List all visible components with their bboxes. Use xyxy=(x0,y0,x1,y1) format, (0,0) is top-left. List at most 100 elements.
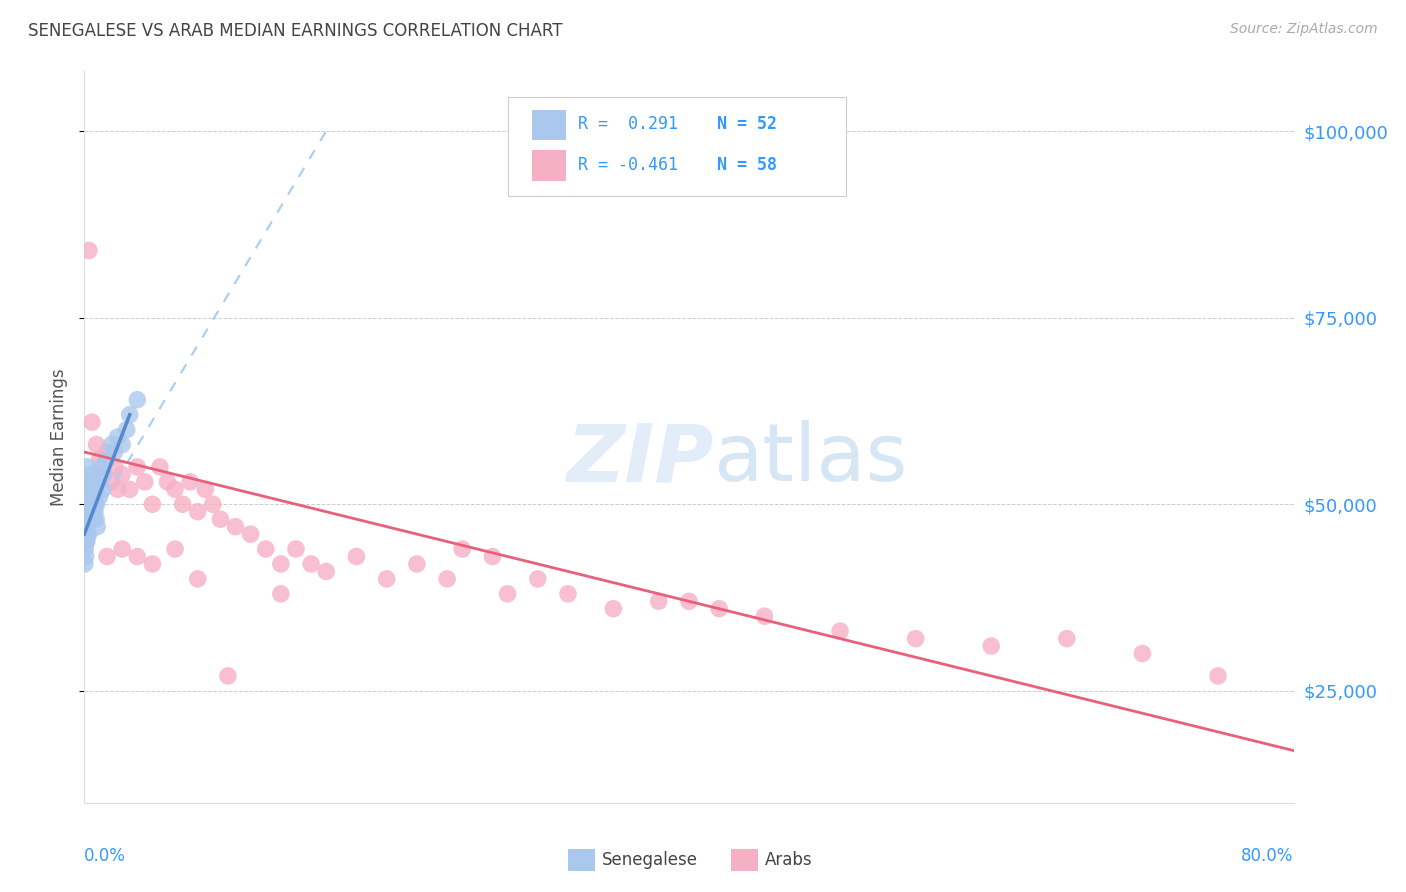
Point xyxy=(80,490,103,504)
Point xyxy=(79,490,101,504)
Point xyxy=(201,497,224,511)
Point xyxy=(217,669,239,683)
Point xyxy=(86,497,108,511)
Point xyxy=(91,483,114,497)
Point xyxy=(1206,669,1229,683)
Point xyxy=(111,467,134,482)
Point xyxy=(270,587,292,601)
Point xyxy=(77,475,100,489)
Point xyxy=(225,519,247,533)
Point xyxy=(84,483,107,497)
Point xyxy=(451,542,474,557)
Point xyxy=(84,512,107,526)
Point xyxy=(83,497,105,511)
Point xyxy=(89,490,111,504)
Point xyxy=(82,512,104,526)
Point xyxy=(80,415,103,429)
Point xyxy=(80,497,103,511)
Point xyxy=(118,408,141,422)
Point xyxy=(187,572,209,586)
Text: Source: ZipAtlas.com: Source: ZipAtlas.com xyxy=(1230,22,1378,37)
Point xyxy=(96,445,118,459)
Point xyxy=(172,497,194,511)
Point xyxy=(79,497,101,511)
Point xyxy=(86,437,108,451)
Point xyxy=(315,565,337,579)
Point xyxy=(299,557,322,571)
Point xyxy=(76,512,98,526)
Point xyxy=(830,624,852,639)
Point xyxy=(82,505,104,519)
Point xyxy=(86,519,108,533)
Text: N = 58: N = 58 xyxy=(717,156,776,174)
Text: R = -0.461: R = -0.461 xyxy=(578,156,678,174)
Y-axis label: Median Earnings: Median Earnings xyxy=(49,368,67,506)
Point xyxy=(127,549,149,564)
Point xyxy=(127,392,149,407)
Point xyxy=(127,459,149,474)
Point xyxy=(76,519,98,533)
Text: Senegalese: Senegalese xyxy=(602,851,697,869)
Point xyxy=(82,483,104,497)
Point xyxy=(754,609,776,624)
Point xyxy=(100,437,122,451)
Point xyxy=(84,505,107,519)
Point xyxy=(93,467,115,482)
Point xyxy=(496,587,519,601)
Point xyxy=(82,475,104,489)
FancyBboxPatch shape xyxy=(508,97,846,195)
Point xyxy=(77,505,100,519)
Point xyxy=(118,483,141,497)
Point xyxy=(165,483,187,497)
Point xyxy=(285,542,308,557)
Point xyxy=(179,475,201,489)
Point xyxy=(75,527,97,541)
Point xyxy=(648,594,671,608)
Point xyxy=(149,459,172,474)
Point xyxy=(96,549,118,564)
Point xyxy=(194,483,217,497)
Point xyxy=(709,601,731,615)
Bar xyxy=(531,151,565,181)
Point xyxy=(141,557,163,571)
Text: R =  0.291: R = 0.291 xyxy=(578,115,678,134)
Point xyxy=(75,512,97,526)
Point xyxy=(73,557,96,571)
Point xyxy=(96,452,118,467)
Point xyxy=(77,244,100,258)
Point xyxy=(406,557,429,571)
Text: 0.0%: 0.0% xyxy=(84,847,127,864)
Point xyxy=(270,557,292,571)
Point xyxy=(375,572,398,586)
Point xyxy=(76,459,98,474)
Point xyxy=(254,542,277,557)
Point xyxy=(76,512,98,526)
Point xyxy=(346,549,368,564)
Text: N = 52: N = 52 xyxy=(717,115,776,134)
Point xyxy=(111,542,134,557)
Point xyxy=(115,423,138,437)
Point xyxy=(89,452,111,467)
Point xyxy=(141,497,163,511)
Bar xyxy=(731,849,758,871)
Point xyxy=(156,475,179,489)
Point xyxy=(557,587,579,601)
Point xyxy=(678,594,700,608)
Point xyxy=(77,505,100,519)
Point xyxy=(80,512,103,526)
Point xyxy=(77,527,100,541)
Point xyxy=(209,512,232,526)
Point xyxy=(104,459,127,474)
Point xyxy=(165,542,187,557)
Point xyxy=(91,467,114,482)
Point xyxy=(436,572,458,586)
Point xyxy=(134,475,156,489)
Text: atlas: atlas xyxy=(713,420,907,498)
Point xyxy=(77,527,100,541)
Text: ZIP: ZIP xyxy=(565,420,713,498)
Point xyxy=(527,572,550,586)
Point xyxy=(75,534,97,549)
Point xyxy=(75,497,97,511)
Point xyxy=(76,519,98,533)
Point xyxy=(100,475,122,489)
